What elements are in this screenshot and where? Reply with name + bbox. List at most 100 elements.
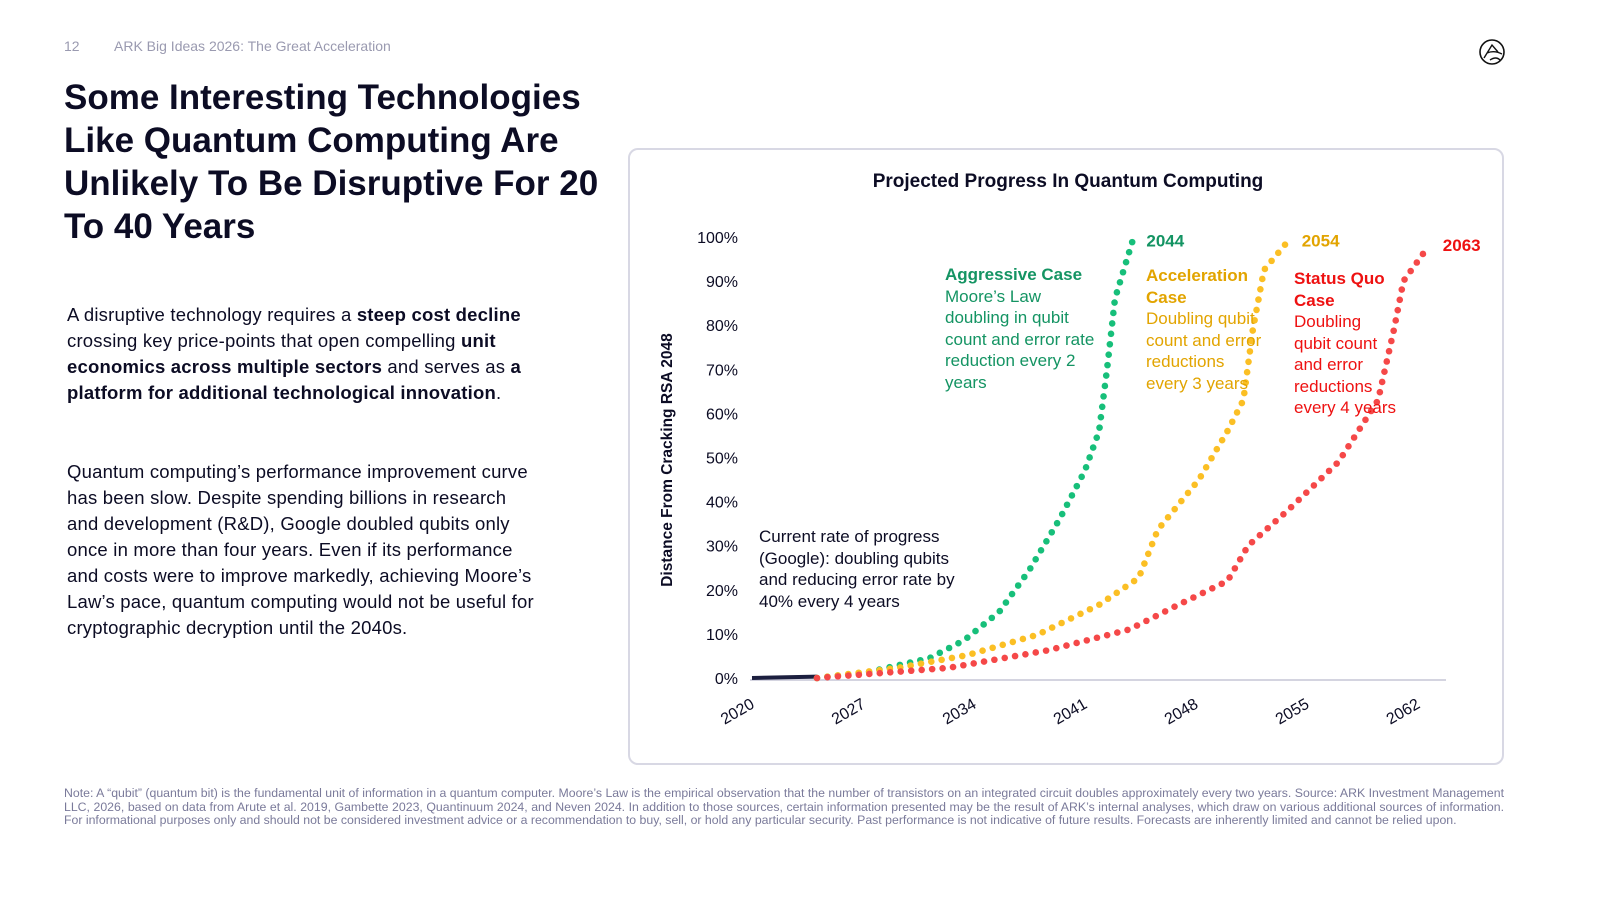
data-point xyxy=(1238,399,1246,407)
data-point xyxy=(1208,454,1215,462)
y-tick-label: 70% xyxy=(706,362,738,379)
data-point xyxy=(1261,265,1269,273)
data-point xyxy=(1096,424,1103,431)
data-point xyxy=(1021,573,1028,581)
data-point xyxy=(1116,278,1124,286)
data-point xyxy=(972,627,979,635)
data-point xyxy=(1272,517,1279,525)
data-point xyxy=(1124,626,1131,634)
data-point xyxy=(1101,382,1109,390)
data-point xyxy=(1287,503,1295,511)
data-point xyxy=(1063,642,1070,649)
data-point xyxy=(945,644,953,652)
data-point xyxy=(979,647,986,655)
data-point xyxy=(1339,451,1347,459)
data-point xyxy=(1093,634,1101,642)
data-point xyxy=(1019,635,1027,643)
data-point xyxy=(907,662,914,669)
data-point xyxy=(1053,519,1061,527)
data-point xyxy=(1350,434,1358,441)
data-point xyxy=(1122,583,1129,591)
data-point xyxy=(1027,565,1034,572)
data-point xyxy=(1128,238,1136,246)
data-point xyxy=(1242,379,1250,386)
data-point xyxy=(1032,649,1040,656)
data-point xyxy=(1242,546,1249,554)
data-point xyxy=(960,661,967,669)
data-point xyxy=(1255,296,1262,303)
data-point xyxy=(917,660,925,667)
current-rate-line xyxy=(751,674,818,680)
data-point xyxy=(1058,510,1066,518)
y-tick-label: 40% xyxy=(706,495,738,512)
data-point xyxy=(1218,580,1226,588)
data-point xyxy=(1180,598,1188,606)
data-point xyxy=(1268,257,1275,265)
data-point xyxy=(1093,434,1101,441)
data-point xyxy=(996,607,1004,615)
data-point xyxy=(1274,249,1282,257)
data-point xyxy=(948,654,956,662)
data-point xyxy=(938,656,945,664)
data-point xyxy=(1105,351,1112,359)
data-point xyxy=(907,667,915,675)
data-point xyxy=(1246,348,1254,355)
data-point xyxy=(1213,445,1221,453)
end-year-label: 2044 xyxy=(1146,231,1184,250)
data-point xyxy=(1401,276,1408,283)
data-point xyxy=(1376,388,1384,396)
data-point xyxy=(964,634,971,641)
data-point xyxy=(1171,505,1178,513)
data-point xyxy=(1392,317,1400,324)
data-point xyxy=(1248,337,1255,345)
data-point xyxy=(1249,327,1257,334)
data-point xyxy=(1388,337,1395,345)
data-point xyxy=(1233,409,1241,416)
data-point xyxy=(988,614,996,622)
data-point xyxy=(1390,327,1397,335)
data-point xyxy=(955,639,962,647)
data-point xyxy=(1394,306,1402,314)
data-point xyxy=(958,652,966,660)
quantum-paragraph: Quantum computing’s performance improvem… xyxy=(67,461,534,638)
data-point xyxy=(1043,537,1050,545)
y-tick-label: 20% xyxy=(706,583,738,600)
footnote: Note: A “qubit” (quantum bit) is the fun… xyxy=(64,786,1504,827)
data-point xyxy=(1245,358,1252,366)
data-point xyxy=(1318,474,1325,482)
data-point xyxy=(1161,608,1169,615)
data-point xyxy=(1202,464,1210,471)
intro-paragraph: A disruptive technology requires a steep… xyxy=(67,304,522,403)
data-point xyxy=(1209,585,1216,592)
data-point xyxy=(1241,389,1248,397)
data-point xyxy=(1152,530,1160,538)
data-point xyxy=(1104,595,1112,603)
data-point xyxy=(1001,654,1009,662)
data-point xyxy=(1385,347,1393,355)
data-point xyxy=(936,649,944,657)
data-point xyxy=(1228,418,1236,426)
data-point xyxy=(1103,631,1111,639)
x-tick-label: 2055 xyxy=(1273,696,1312,729)
data-point xyxy=(1345,443,1352,450)
y-tick-label: 100% xyxy=(697,230,738,247)
data-point xyxy=(1144,550,1152,558)
data-point xyxy=(1014,582,1022,589)
deck-title: ARK Big Ideas 2026: The Great Accelerati… xyxy=(114,38,391,54)
data-point xyxy=(1164,513,1172,521)
data-point xyxy=(1148,540,1156,548)
data-point xyxy=(886,669,894,676)
data-point xyxy=(1106,340,1114,348)
data-point xyxy=(1137,570,1144,577)
data-point xyxy=(1248,538,1256,546)
data-point xyxy=(918,666,925,674)
data-point xyxy=(1333,460,1340,467)
data-point xyxy=(1178,497,1185,505)
data-point xyxy=(1303,489,1310,496)
data-point xyxy=(1199,589,1207,597)
data-point xyxy=(1011,652,1019,660)
aggressive-case-annotation: Aggressive Case Moore’s Law doubling in q… xyxy=(945,265,1095,392)
data-point xyxy=(1073,639,1080,647)
data-point xyxy=(1113,589,1121,597)
